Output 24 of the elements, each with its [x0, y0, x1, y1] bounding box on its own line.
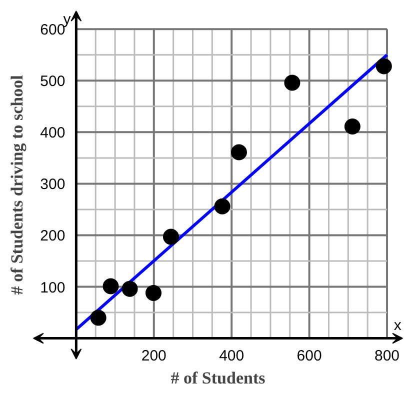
point	[102, 278, 119, 294]
x-tick-label: 800	[374, 347, 400, 364]
point	[376, 58, 392, 74]
point	[284, 74, 300, 91]
point	[344, 118, 360, 134]
y-tick-label: 200	[40, 228, 66, 245]
x-tick-label: 200	[141, 347, 166, 364]
x-tick-label: 600	[296, 347, 322, 364]
y-tick-label: 500	[40, 73, 66, 90]
point	[162, 228, 179, 245]
point	[230, 144, 247, 160]
point	[122, 280, 138, 297]
y-tick-label: 100	[40, 279, 66, 296]
y-tick-label: 600	[40, 22, 66, 39]
x-axis-title: # of Students	[170, 368, 266, 388]
point	[146, 284, 162, 301]
x-tick-label: 400	[219, 347, 244, 364]
y-tick-label: 300	[40, 176, 66, 194]
point	[90, 310, 106, 326]
y-axis-title: # of Students driving to school	[8, 74, 26, 295]
annotation: y	[63, 11, 72, 28]
y-tick-label: 400	[40, 124, 66, 142]
annotation: x	[394, 317, 402, 334]
point	[214, 198, 230, 214]
